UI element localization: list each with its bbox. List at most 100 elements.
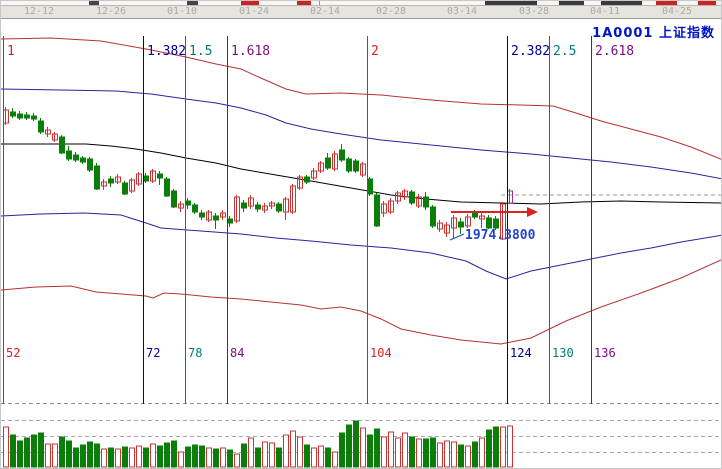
- candle[interactable]: [164, 178, 170, 197]
- volume-bar[interactable]: [255, 447, 261, 468]
- volume-bar[interactable]: [248, 437, 254, 468]
- candle[interactable]: [262, 205, 268, 211]
- toolbar-icon-fragment[interactable]: [485, 1, 537, 5]
- candle[interactable]: [304, 176, 310, 183]
- candle[interactable]: [178, 203, 184, 209]
- volume-bar[interactable]: [122, 446, 128, 468]
- candle[interactable]: [94, 165, 100, 190]
- candle[interactable]: [199, 212, 205, 218]
- candle[interactable]: [52, 133, 58, 141]
- volume-bar[interactable]: [360, 427, 366, 468]
- volume-bar[interactable]: [87, 441, 93, 468]
- candle[interactable]: [276, 203, 282, 212]
- toolbar-icon-fragment[interactable]: [601, 1, 642, 5]
- volume-bar[interactable]: [416, 438, 422, 468]
- toolbar-icon-fragment[interactable]: [297, 1, 311, 5]
- volume-bar[interactable]: [367, 434, 373, 468]
- volume-bar[interactable]: [276, 447, 282, 468]
- candle[interactable]: [346, 158, 352, 172]
- volume-bar[interactable]: [220, 447, 226, 468]
- candle[interactable]: [59, 136, 65, 154]
- volume-bar[interactable]: [423, 438, 429, 468]
- candle[interactable]: [234, 196, 240, 222]
- volume-bar[interactable]: [346, 424, 352, 468]
- candle[interactable]: [500, 203, 506, 240]
- toolbar-strip[interactable]: [1, 1, 721, 5]
- volume-bar[interactable]: [332, 451, 338, 468]
- volume-bar[interactable]: [262, 441, 268, 468]
- candle[interactable]: [395, 192, 401, 202]
- volume-bar[interactable]: [213, 448, 219, 468]
- volume-bar[interactable]: [52, 443, 58, 468]
- volume-bar[interactable]: [66, 440, 72, 468]
- candle[interactable]: [213, 215, 219, 221]
- volume-bar[interactable]: [486, 429, 492, 468]
- volume-bar[interactable]: [290, 430, 296, 468]
- candle[interactable]: [451, 217, 457, 229]
- volume-bar[interactable]: [80, 444, 86, 468]
- volume-bar[interactable]: [227, 449, 233, 468]
- candle[interactable]: [318, 162, 324, 172]
- volume-bar[interactable]: [444, 440, 450, 468]
- volume-bar[interactable]: [59, 436, 65, 468]
- volume-bar[interactable]: [381, 436, 387, 468]
- toolbar-icon-fragment[interactable]: [319, 1, 320, 5]
- candle[interactable]: [192, 204, 198, 213]
- volume-bar[interactable]: [73, 447, 79, 468]
- volume-bar[interactable]: [199, 445, 205, 468]
- volume-bar[interactable]: [178, 451, 184, 468]
- volume-bar[interactable]: [465, 445, 471, 468]
- volume-bar[interactable]: [402, 432, 408, 468]
- candle[interactable]: [31, 115, 37, 120]
- toolbar-icon-fragment[interactable]: [559, 1, 584, 5]
- candle[interactable]: [416, 196, 422, 207]
- candle[interactable]: [423, 196, 429, 208]
- candle[interactable]: [472, 212, 478, 218]
- volume-bar[interactable]: [437, 442, 443, 468]
- candle[interactable]: [325, 157, 331, 169]
- volume-bar[interactable]: [339, 432, 345, 468]
- volume-bar[interactable]: [500, 426, 506, 468]
- volume-bar[interactable]: [472, 441, 478, 468]
- candle[interactable]: [10, 111, 16, 117]
- toolbar-icon-fragment[interactable]: [89, 1, 99, 5]
- volume-bar[interactable]: [150, 443, 156, 468]
- candle[interactable]: [185, 200, 191, 206]
- candle[interactable]: [360, 163, 366, 176]
- candle[interactable]: [409, 191, 415, 204]
- candle[interactable]: [388, 200, 394, 213]
- main-chart[interactable]: 1 52 1.382 72 1.5 78 1.618 84 2 104 2.382 124 2.5 130…: [1, 19, 722, 469]
- toolbar-icon-fragment[interactable]: [241, 1, 259, 5]
- volume-bar[interactable]: [241, 443, 247, 468]
- candle[interactable]: [486, 217, 492, 229]
- candle[interactable]: [66, 150, 72, 160]
- candle[interactable]: [129, 179, 135, 192]
- candle[interactable]: [38, 120, 44, 133]
- volume-bar[interactable]: [136, 445, 142, 468]
- candle[interactable]: [24, 114, 30, 119]
- candle[interactable]: [290, 185, 296, 213]
- candle[interactable]: [269, 202, 275, 207]
- candle[interactable]: [73, 154, 79, 161]
- candle[interactable]: [136, 173, 142, 185]
- candle[interactable]: [115, 176, 121, 183]
- volume-bar[interactable]: [101, 448, 107, 468]
- candle[interactable]: [493, 218, 499, 229]
- volume-bar[interactable]: [297, 436, 303, 468]
- volume-bar[interactable]: [115, 448, 121, 468]
- candle[interactable]: [465, 216, 471, 227]
- volume-bar[interactable]: [206, 447, 212, 468]
- volume-bar[interactable]: [353, 420, 359, 468]
- candle[interactable]: [458, 221, 464, 228]
- candle[interactable]: [206, 211, 212, 221]
- volume-bar[interactable]: [374, 428, 380, 468]
- candle[interactable]: [283, 198, 289, 213]
- volume-bar[interactable]: [45, 443, 51, 468]
- candle[interactable]: [479, 215, 485, 220]
- candle[interactable]: [220, 212, 226, 218]
- candle[interactable]: [87, 158, 93, 171]
- volume-bar[interactable]: [430, 437, 436, 468]
- volume-bar[interactable]: [395, 437, 401, 468]
- volume-bar[interactable]: [409, 436, 415, 468]
- candle[interactable]: [227, 218, 233, 224]
